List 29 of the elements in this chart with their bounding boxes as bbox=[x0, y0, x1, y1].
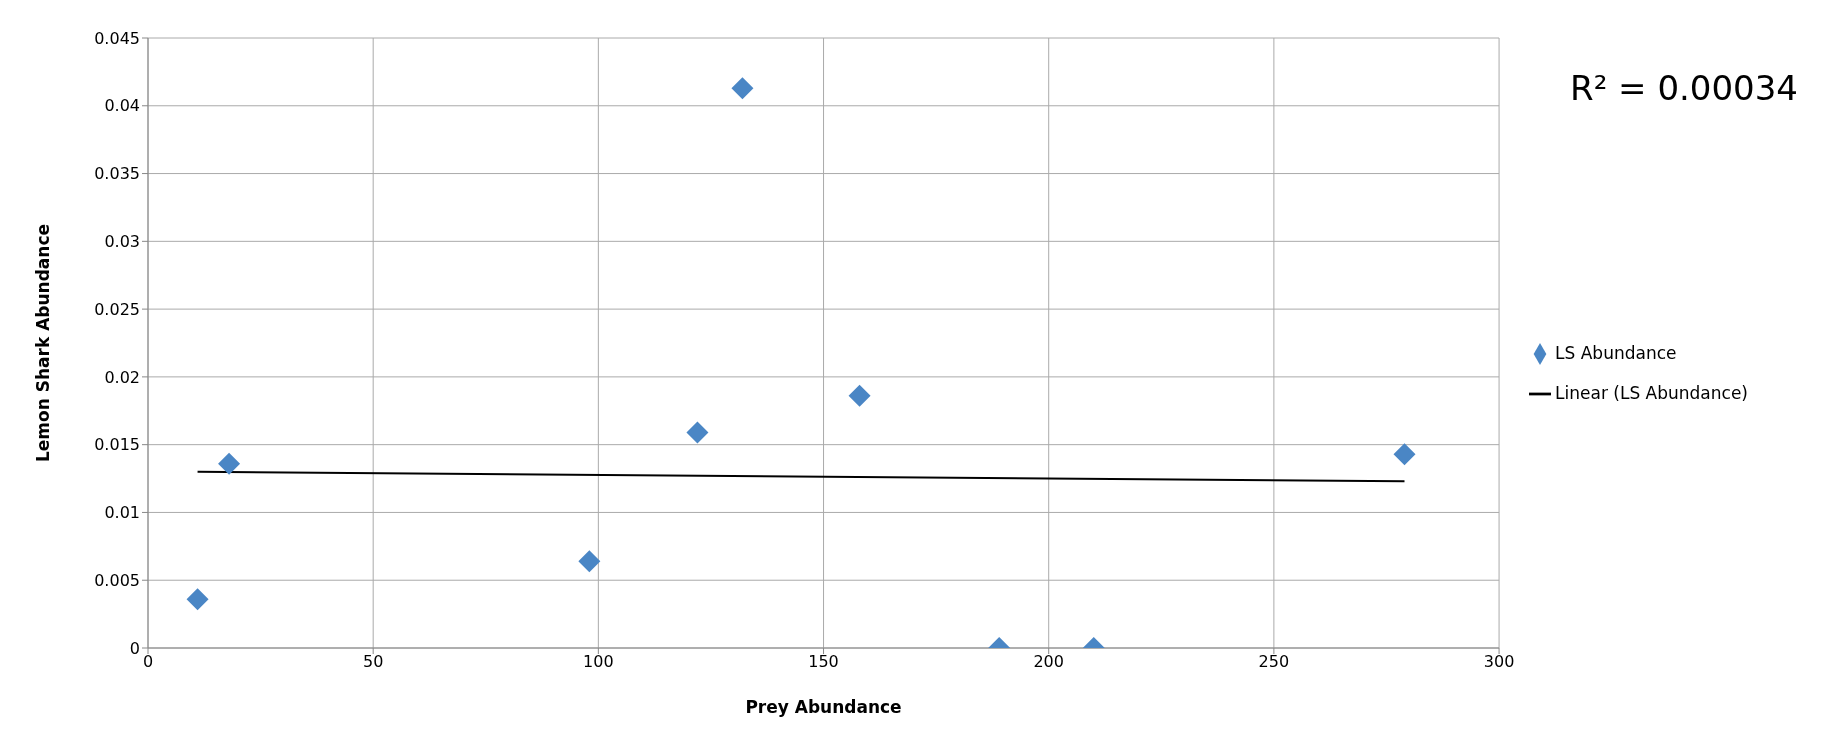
y-axis-title: Lemon Shark Abundance bbox=[33, 223, 54, 463]
y-tick-label: 0.02 bbox=[104, 367, 140, 387]
x-tick-label: 50 bbox=[363, 652, 384, 672]
y-tick-label: 0.01 bbox=[104, 503, 140, 523]
y-tick-label: 0.03 bbox=[104, 232, 140, 252]
point bbox=[578, 550, 601, 573]
point bbox=[1393, 443, 1416, 466]
y-tick-label: 0.035 bbox=[94, 164, 140, 184]
y-tick-label: 0.015 bbox=[94, 435, 140, 455]
point bbox=[186, 588, 209, 611]
y-tick-label: 0.025 bbox=[94, 299, 140, 319]
x-tick-label: 100 bbox=[583, 652, 614, 672]
legend-label: LS Abundance bbox=[1555, 343, 1677, 363]
x-tick-label: 150 bbox=[808, 652, 839, 672]
point bbox=[848, 384, 871, 407]
x-axis-title: Prey Abundance bbox=[745, 697, 902, 717]
point bbox=[218, 452, 241, 475]
y-tick-label: 0.045 bbox=[94, 28, 140, 48]
x-tick-label: 300 bbox=[1483, 652, 1515, 672]
y-tick-label: 0.04 bbox=[104, 96, 140, 116]
text: R² = 0.00034 bbox=[1570, 68, 1798, 108]
y-tick-label: 0.005 bbox=[94, 570, 140, 590]
x-tick-label: 200 bbox=[1033, 652, 1064, 672]
legend-label: Linear (LS Abundance) bbox=[1555, 383, 1748, 403]
point bbox=[731, 77, 754, 100]
x-tick-label: 250 bbox=[1258, 652, 1290, 672]
point bbox=[686, 421, 709, 444]
y-tick-label: 0 bbox=[129, 638, 140, 658]
x-tick-label: 0 bbox=[142, 652, 154, 672]
